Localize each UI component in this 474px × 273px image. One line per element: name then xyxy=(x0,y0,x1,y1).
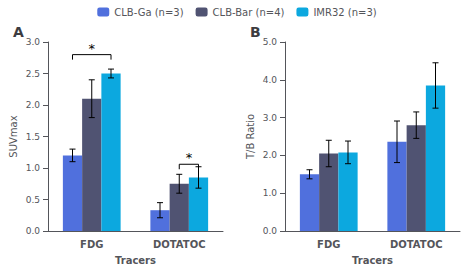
svg-text:2.0: 2.0 xyxy=(26,100,41,110)
svg-text:1.0: 1.0 xyxy=(26,163,41,173)
svg-text:*: * xyxy=(89,41,96,56)
svg-text:1.0: 1.0 xyxy=(263,188,278,198)
svg-text:FDG: FDG xyxy=(317,239,340,250)
svg-text:SUVmax: SUVmax xyxy=(8,115,19,157)
svg-text:*: * xyxy=(186,150,193,165)
svg-text:4.0: 4.0 xyxy=(263,75,278,85)
svg-text:B: B xyxy=(250,24,261,40)
svg-text:CLB-Ga (n=3): CLB-Ga (n=3) xyxy=(114,7,183,18)
svg-text:2.0: 2.0 xyxy=(263,150,278,160)
svg-text:0.5: 0.5 xyxy=(26,195,40,205)
svg-text:IMR32 (n=3): IMR32 (n=3) xyxy=(313,7,376,18)
svg-text:Tracers: Tracers xyxy=(115,255,156,266)
svg-text:3.0: 3.0 xyxy=(26,37,41,47)
svg-text:DOTATOC: DOTATOC xyxy=(153,239,205,250)
svg-text:1.5: 1.5 xyxy=(26,132,40,142)
svg-text:A: A xyxy=(13,24,24,40)
svg-text:Tracers: Tracers xyxy=(352,255,393,266)
svg-text:CLB-Bar (n=4): CLB-Bar (n=4) xyxy=(213,7,285,18)
svg-text:T/B Ratio: T/B Ratio xyxy=(245,114,256,160)
svg-text:5.0: 5.0 xyxy=(263,37,278,47)
svg-text:3.0: 3.0 xyxy=(263,113,278,123)
svg-text:FDG: FDG xyxy=(80,239,103,250)
svg-text:2.5: 2.5 xyxy=(26,69,40,79)
svg-text:0.0: 0.0 xyxy=(263,226,278,236)
svg-text:DOTATOC: DOTATOC xyxy=(390,239,442,250)
svg-text:0.0: 0.0 xyxy=(26,226,41,236)
